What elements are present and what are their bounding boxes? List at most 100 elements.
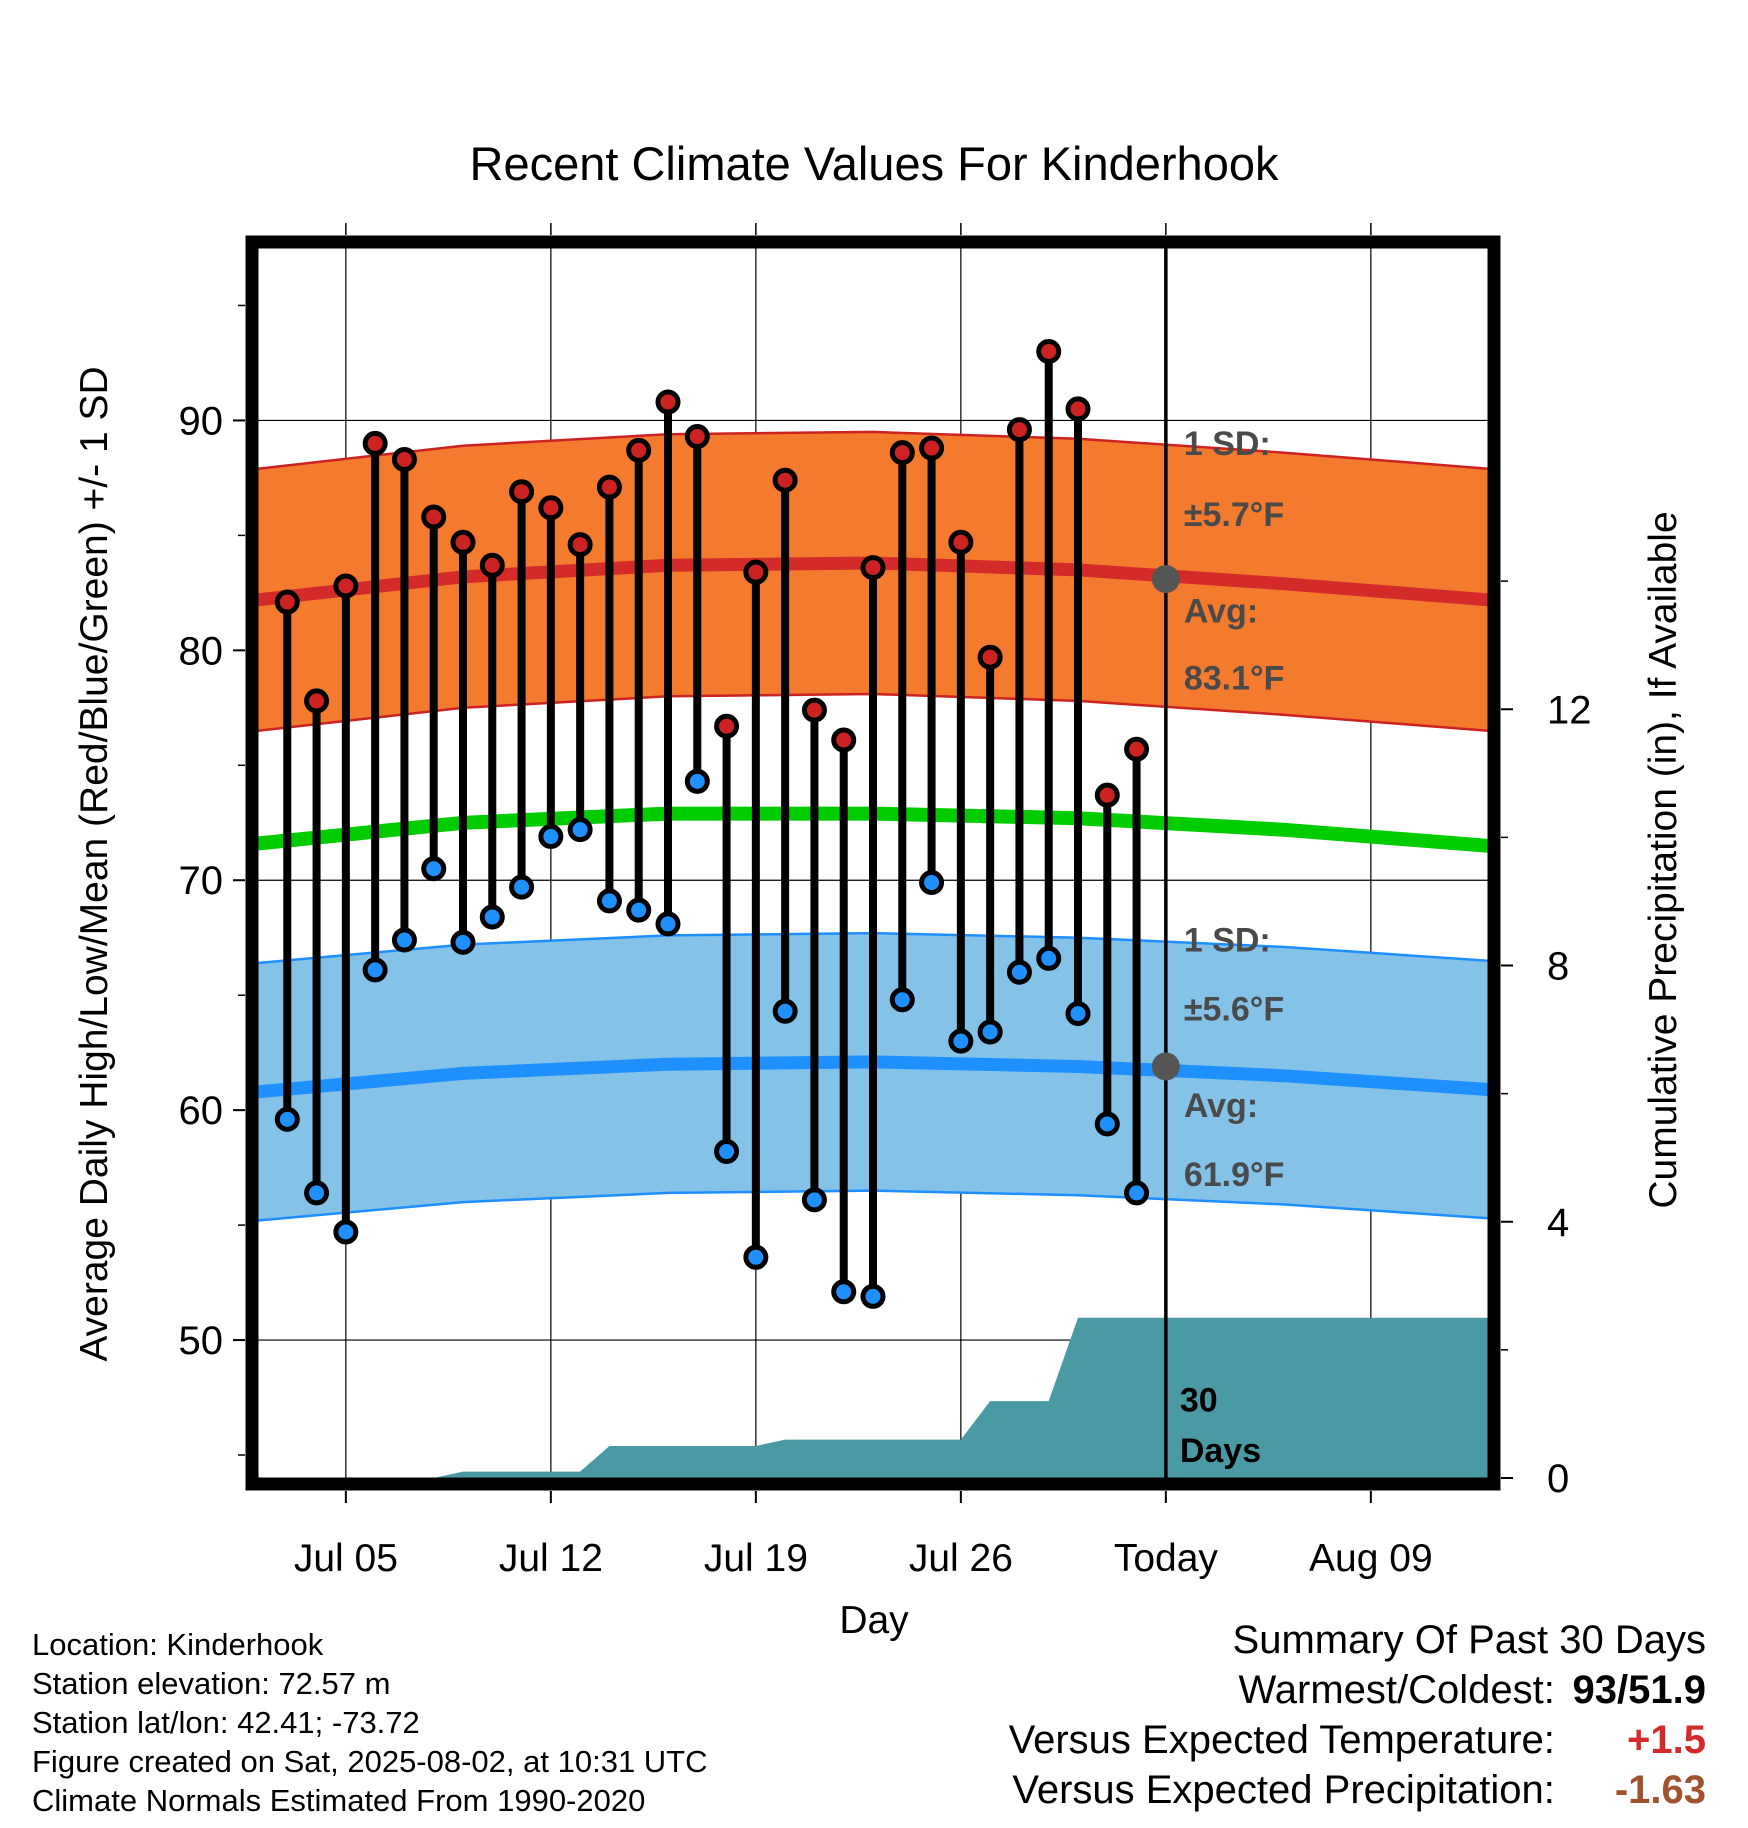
high-point [479, 552, 505, 578]
low-point [948, 1028, 974, 1054]
axes: 50 60 70 80 90 0 4 8 12 Jul 05 Jul 12 Jul 19 Jul 26 T… [179, 223, 1592, 1580]
x-tick-label: Jul 12 [499, 1537, 603, 1580]
low-point [509, 874, 535, 900]
low-point [743, 1244, 769, 1270]
high-point [772, 467, 798, 493]
x-axis-label: Day [839, 1599, 909, 1642]
low-point [655, 911, 681, 937]
low-point [919, 870, 945, 896]
low-point [479, 904, 505, 930]
low-point [1036, 945, 1062, 971]
station-elevation: Station elevation: 72.57 m [32, 1666, 391, 1701]
precip-anomaly-label: Versus Expected Precipitation: [1012, 1768, 1555, 1812]
high-point [889, 440, 915, 466]
high-sd-upper-line [257, 430, 1489, 470]
low-avg-label: Avg: [1184, 1087, 1258, 1125]
high-point [421, 504, 447, 530]
temp-anomaly-value: +1.5 [1627, 1718, 1706, 1762]
summary-warm-cold: Warmest/Coldest: 93/51.9 [1009, 1665, 1707, 1715]
low-point [333, 1219, 359, 1245]
plot-frame [245, 235, 1501, 1491]
summary-heading: Summary Of Past 30 Days [1232, 1618, 1706, 1662]
summary-panel: Summary Of Past 30 Days Warmest/Coldest:… [1009, 1615, 1706, 1815]
low-point [391, 927, 417, 953]
high-point [860, 555, 886, 581]
low-point [977, 1019, 1003, 1045]
x-tick-label: Jul 19 [704, 1537, 808, 1580]
low-point [596, 888, 622, 914]
high-point [684, 424, 710, 450]
y-tick-label: 80 [179, 629, 224, 673]
y-tick-label: 60 [179, 1089, 224, 1133]
y2-tick-label: 12 [1547, 688, 1592, 732]
low-point [450, 929, 476, 955]
daily-points [274, 338, 1150, 1309]
precip-area [258, 1317, 1488, 1478]
high-point [450, 529, 476, 555]
temp-anomaly-label: Versus Expected Temperature: [1008, 1718, 1555, 1762]
daily-range-bars [283, 351, 1141, 1297]
high-point [596, 474, 622, 500]
chart-annotations: 1 SD: ±5.7°F Avg: 83.1°F 1 SD: ±5.6°F Avg: 61.9… [1151, 425, 1285, 1470]
high-point [1094, 782, 1120, 808]
warm-cold-value: 93/51.9 [1572, 1668, 1706, 1712]
high-point [362, 430, 388, 456]
high-avg-label: Avg: [1184, 593, 1258, 631]
y-axis-label: Average Daily High/Low/Mean (Red/Blue/Gr… [73, 366, 116, 1361]
high-point [831, 727, 857, 753]
low-avg-today-marker [1151, 1052, 1180, 1081]
x-tick-label: Jul 05 [294, 1537, 398, 1580]
high-point [391, 447, 417, 473]
high-point [743, 559, 769, 585]
normals-period: Climate Normals Estimated From 1990-2020 [32, 1783, 646, 1818]
chart-title: Recent Climate Values For Kinderhook [470, 137, 1279, 190]
high-point [1036, 338, 1062, 364]
low-sd-label: 1 SD: [1184, 922, 1271, 960]
low-point [421, 856, 447, 882]
high-point [1006, 417, 1032, 443]
low-point [626, 897, 652, 923]
summary-temp: Versus Expected Temperature: +1.5 [1009, 1715, 1706, 1765]
low-point [831, 1279, 857, 1305]
low-sd-value: ±5.6°F [1184, 990, 1284, 1028]
high-point [655, 389, 681, 415]
station-location: Location: Kinderhook [32, 1627, 324, 1662]
station-latlon: Station lat/lon: 42.41; -73.72 [32, 1705, 420, 1740]
low-point [772, 998, 798, 1024]
y2-tick-label: 0 [1547, 1457, 1569, 1501]
y-tick-label: 50 [179, 1319, 224, 1363]
summary-precip: Versus Expected Precipitation: -1.63 [1009, 1765, 1706, 1815]
low-point [889, 987, 915, 1013]
y2-axis-label: Cumulative Precipitation (in), If Availa… [1642, 511, 1685, 1208]
plot-border [245, 235, 1501, 1491]
high-point [948, 529, 974, 555]
high-point [333, 573, 359, 599]
window-label-number: 30 [1180, 1381, 1218, 1419]
high-point [304, 688, 330, 714]
low-point [684, 768, 710, 794]
high-avg-today-marker [1151, 565, 1180, 594]
high-point [274, 589, 300, 615]
high-point [567, 532, 593, 558]
precipitation-area [258, 1317, 1488, 1478]
low-point [1006, 959, 1032, 985]
high-point [801, 697, 827, 723]
station-info: Location: Kinderhook Station elevation: … [32, 1625, 708, 1820]
low-point [538, 824, 564, 850]
high-point [538, 495, 564, 521]
low-avg-value: 61.9°F [1184, 1156, 1285, 1194]
x-tick-label: Jul 26 [909, 1537, 1013, 1580]
precip-anomaly-value: -1.63 [1614, 1768, 1706, 1812]
high-avg-value: 83.1°F [1184, 659, 1285, 697]
high-sd-label: 1 SD: [1184, 425, 1271, 463]
low-point [801, 1187, 827, 1213]
low-point [860, 1283, 886, 1309]
x-tick-label: Today [1114, 1537, 1219, 1580]
high-point [714, 713, 740, 739]
high-point [1124, 736, 1150, 762]
low-point [304, 1180, 330, 1206]
low-point [274, 1106, 300, 1132]
y-tick-label: 90 [179, 399, 224, 443]
warm-cold-label: Warmest/Coldest: [1238, 1668, 1555, 1712]
